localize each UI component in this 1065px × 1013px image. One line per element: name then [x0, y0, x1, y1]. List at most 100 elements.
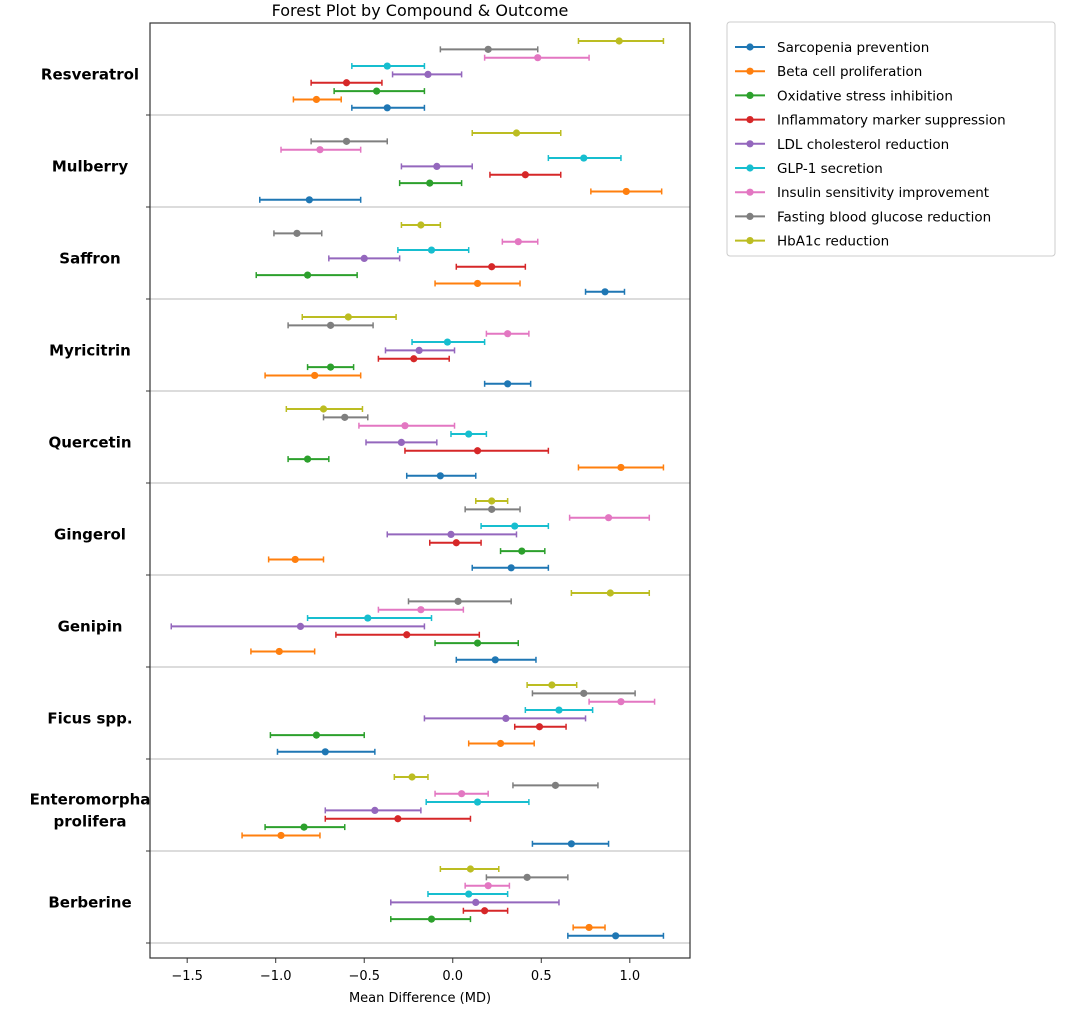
compound-label-line: Quercetin — [48, 433, 131, 451]
ci-mark — [386, 530, 518, 539]
compound-label-line: Genipin — [58, 617, 123, 635]
ci-mark — [310, 79, 383, 87]
ci-mark — [264, 371, 362, 380]
ci-mark — [485, 873, 569, 881]
ci-mark — [577, 37, 665, 45]
ci-mark — [333, 87, 426, 95]
legend-item: Oxidative stress inhibition — [735, 88, 953, 104]
compound-label-line: Saffron — [59, 249, 120, 267]
compound-label: Gingerol — [54, 525, 126, 543]
ci-mark — [390, 898, 560, 907]
compound-label: Quercetin — [48, 433, 131, 451]
ci-mark — [404, 447, 550, 455]
ci-mark — [390, 915, 472, 923]
ci-mark — [570, 589, 651, 597]
legend-item: Inflammatory marker suppression — [735, 113, 1006, 129]
mean-point — [617, 698, 625, 706]
ci-mark — [462, 907, 509, 915]
mean-point — [275, 647, 283, 656]
ci-mark — [434, 279, 521, 288]
legend-item: Insulin sensitivity improvement — [735, 185, 989, 201]
compound-label: Mulberry — [52, 157, 128, 175]
ci-mark — [439, 45, 539, 53]
mean-point — [617, 463, 625, 472]
ci-mark — [423, 714, 587, 723]
compound-label-line: Enteromorpha — [30, 790, 151, 808]
mean-point — [415, 346, 423, 354]
ci-mark — [335, 631, 481, 639]
mean-point — [397, 438, 406, 446]
x-tick-label: 0.0 — [442, 969, 463, 984]
mean-point — [604, 514, 613, 522]
ci-mark — [324, 815, 472, 823]
mean-point — [303, 455, 312, 463]
ci-mark — [483, 380, 532, 388]
mean-point — [484, 45, 492, 53]
mean-point — [473, 798, 482, 806]
mean-point — [293, 229, 301, 237]
mean-point — [606, 589, 614, 597]
compound-label-line: Berberine — [48, 893, 131, 911]
ci-mark — [411, 338, 486, 346]
ci-mark — [471, 564, 550, 572]
mean-point — [504, 330, 512, 338]
x-tick-label: 0.5 — [531, 969, 552, 984]
ci-mark — [377, 606, 465, 614]
ci-mark — [427, 890, 509, 898]
legend-item: Fasting blood glucose reduction — [735, 209, 991, 225]
ci-mark — [264, 823, 346, 831]
ci-mark — [455, 656, 537, 664]
ci-mark — [358, 422, 456, 430]
legend-label: Inflammatory marker suppression — [777, 113, 1006, 129]
ci-mark — [322, 413, 369, 421]
ci-mark — [425, 798, 530, 806]
mean-point — [403, 631, 411, 639]
mean-point — [303, 271, 312, 279]
mean-point — [472, 898, 480, 907]
ci-mark — [467, 739, 535, 748]
mean-point — [277, 831, 285, 840]
chart-title: Forest Plot by Compound & Outcome — [272, 1, 569, 20]
mean-point — [342, 79, 351, 87]
mean-point — [360, 254, 368, 262]
legend-label: HbA1c reduction — [777, 234, 889, 250]
mean-point — [342, 137, 351, 145]
mean-point — [481, 907, 489, 915]
ci-mark — [434, 790, 489, 798]
legend-marker — [746, 116, 754, 124]
legend-item: Sarcopenia prevention — [735, 40, 929, 56]
ci-mark — [273, 229, 323, 237]
mean-point — [312, 731, 321, 739]
mean-point — [548, 681, 556, 689]
legend-item: HbA1c reduction — [735, 234, 889, 250]
legend-label: Insulin sensitivity improvement — [777, 185, 989, 201]
ci-mark — [455, 263, 527, 271]
mean-point — [585, 923, 593, 932]
ci-mark — [568, 514, 651, 522]
legend-item: LDL cholesterol reduction — [735, 137, 949, 153]
data-marks — [170, 37, 665, 940]
ci-mark — [351, 104, 426, 112]
mean-point — [612, 932, 620, 940]
ci-mark — [584, 288, 626, 296]
legend-item: Beta cell proliferation — [735, 64, 922, 80]
compound-label-line: prolifera — [54, 812, 127, 830]
ci-mark — [285, 405, 364, 413]
legend-marker — [746, 164, 754, 172]
mean-point — [436, 472, 444, 480]
mean-point — [534, 54, 542, 62]
legend-label: LDL cholesterol reduction — [777, 137, 949, 153]
legend-marker — [746, 91, 754, 99]
ci-mark — [324, 806, 422, 815]
mean-point — [394, 815, 402, 823]
legend: Sarcopenia prevention Beta cell prolifera… — [726, 21, 1056, 257]
ci-mark — [483, 54, 590, 62]
ci-mark — [489, 171, 562, 179]
legend-marker — [746, 43, 754, 51]
mean-point — [511, 522, 519, 530]
mean-point — [341, 413, 349, 421]
mean-point — [344, 313, 352, 321]
mean-point — [408, 773, 416, 781]
ci-mark — [276, 748, 376, 756]
mean-point — [458, 790, 466, 798]
